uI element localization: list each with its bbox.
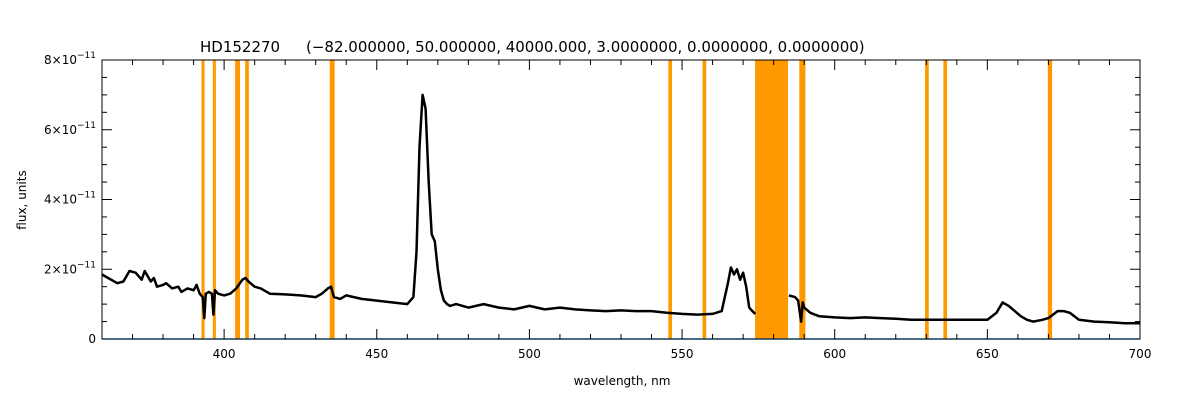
x-tick-label: 550 xyxy=(671,347,694,361)
x-axis-label: wavelength, nm xyxy=(574,374,671,388)
masked-region-9 xyxy=(925,60,929,339)
x-axis-ticks: 400 450 500 550 600 650 700 xyxy=(101,60,1152,361)
x-tick-label: 600 xyxy=(823,347,846,361)
y-tick-label: 2×10−11 xyxy=(44,260,96,276)
masked-region-3 xyxy=(245,60,249,339)
spectrum-line-segment-2 xyxy=(788,294,1140,325)
y-tick-label: 0 xyxy=(88,332,96,346)
masked-region-2 xyxy=(235,60,240,339)
plot-frame xyxy=(101,59,1141,340)
masked-regions xyxy=(201,60,1053,339)
chart-title-params: (−82.000000, 50.000000, 40000.000, 3.000… xyxy=(306,38,865,56)
masked-region-8 xyxy=(799,60,806,339)
y-tick-label: 4×10−11 xyxy=(44,191,96,207)
masked-region-6 xyxy=(702,60,707,339)
x-tick-label: 500 xyxy=(518,347,541,361)
spectrum-series xyxy=(101,93,1140,325)
masked-region-11 xyxy=(1047,60,1053,339)
x-tick-label: 700 xyxy=(1129,347,1152,361)
y-tick-label: 6×10−11 xyxy=(44,121,96,137)
x-tick-label: 400 xyxy=(213,347,236,361)
masked-region-10 xyxy=(943,60,948,339)
chart-title-object: HD152270 xyxy=(200,38,280,56)
y-tick-label: 8×10−11 xyxy=(44,51,96,67)
masked-region-1 xyxy=(212,60,216,339)
x-tick-label: 650 xyxy=(976,347,999,361)
y-axis-ticks: 0 2×10−11 4×10−11 6×10−11 8×10−11 xyxy=(44,51,1140,346)
masked-region-4 xyxy=(329,60,335,339)
masked-region-0 xyxy=(201,60,205,339)
masked-region-7 xyxy=(755,60,788,339)
spectrum-line-segment-1 xyxy=(101,93,757,320)
masked-region-5 xyxy=(668,60,672,339)
x-tick-label: 450 xyxy=(365,347,388,361)
y-axis-label: flux, units xyxy=(15,170,29,229)
